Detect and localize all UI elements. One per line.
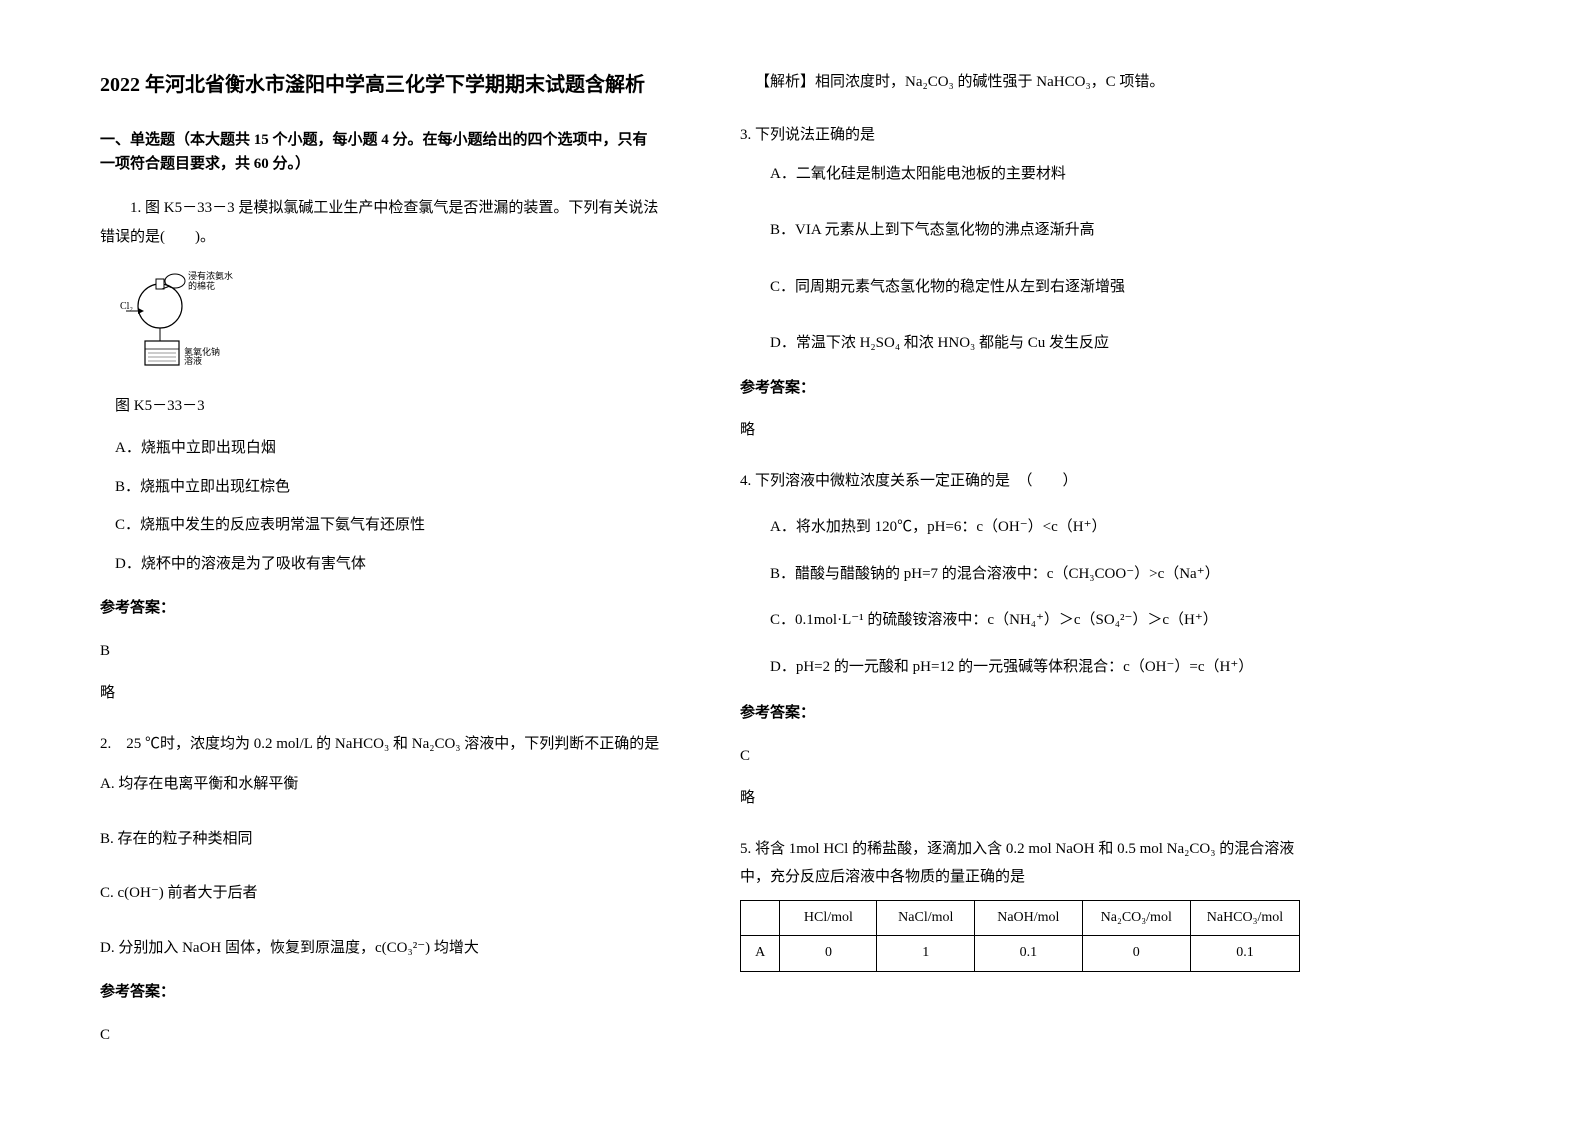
table-cell: 0 (780, 936, 877, 972)
cl2-label: Cl₂ (120, 301, 133, 312)
q2-answer: C (100, 1021, 660, 1050)
question-4: 4. 下列溶液中微粒浓度关系一定正确的是 （ ） A．将水加热到 120℃，pH… (740, 467, 1300, 813)
table-header: NaCl/mol (877, 900, 975, 936)
q1-option-c: C．烧瓶中发生的反应表明常温下氨气有还原性 (100, 511, 660, 540)
table-cell: 0.1 (1190, 936, 1299, 972)
q4-option-b: B．醋酸与醋酸钠的 pH=7 的混合溶液中：c（CH₃COO⁻）>c（Na⁺） (740, 560, 1300, 589)
table-header: NaOH/mol (975, 900, 1082, 936)
table-cell: A (741, 936, 780, 972)
table-cell: 0.1 (975, 936, 1082, 972)
q3-stem: 3. 下列说法正确的是 (740, 121, 1300, 150)
q1-stem: 1. 图 K5－33－3 是模拟氯碱工业生产中检查氯气是否泄漏的装置。下列有关说… (100, 194, 660, 251)
q3-option-d: D．常温下浓 H₂SO₄ 和浓 HNO₃ 都能与 Cu 发生反应 (740, 329, 1300, 358)
q4-option-d: D．pH=2 的一元酸和 pH=12 的一元强碱等体积混合：c（OH⁻）=c（H… (740, 653, 1300, 682)
q1-answer: B (100, 637, 660, 666)
table-header: NaHCO₃/mol (1190, 900, 1299, 936)
question-2: 2. 25 ℃时，浓度均为 0.2 mol/L 的 NaHCO₃ 和 Na₂CO… (100, 730, 660, 1050)
document-title: 2022 年河北省衡水市滏阳中学高三化学下学期期末试题含解析 (100, 70, 660, 100)
table-header-row: HCl/mol NaCl/mol NaOH/mol Na₂CO₃/mol NaH… (741, 900, 1300, 936)
q2-option-c: C. c(OH⁻) 前者大于后者 (100, 879, 660, 908)
q2-option-a: A. 均存在电离平衡和水解平衡 (100, 770, 660, 799)
table-row: A 0 1 0.1 0 0.1 (741, 936, 1300, 972)
question-1: 1. 图 K5－33－3 是模拟氯碱工业生产中检查氯气是否泄漏的装置。下列有关说… (100, 194, 660, 708)
svg-text:溶液: 溶液 (184, 355, 202, 366)
q1-option-b: B．烧瓶中立即出现红棕色 (100, 473, 660, 502)
q4-extra: 略 (740, 784, 1300, 813)
q4-option-c: C．0.1mol·L⁻¹ 的硫酸铵溶液中：c（NH₄⁺）＞c（SO₄²⁻）＞c（… (740, 606, 1300, 635)
q2-answer-label: 参考答案： (100, 978, 660, 1007)
table-header: HCl/mol (780, 900, 877, 936)
q1-caption: 图 K5－33－3 (100, 392, 660, 421)
q3-option-a: A．二氧化硅是制造太阳能电池板的主要材料 (740, 160, 1300, 189)
section-header: 一、单选题（本大题共 15 个小题，每小题 4 分。在每小题给出的四个选项中，只… (100, 128, 660, 176)
question-3: 3. 下列说法正确的是 A．二氧化硅是制造太阳能电池板的主要材料 B．VIA 元… (740, 121, 1300, 445)
q4-answer: C (740, 742, 1300, 771)
q3-option-c: C．同周期元素气态氢化物的稳定性从左到右逐渐增强 (740, 273, 1300, 302)
table-cell: 1 (877, 936, 975, 972)
q1-option-a: A．烧瓶中立即出现白烟 (100, 434, 660, 463)
q3-answer: 略 (740, 416, 1300, 445)
q3-option-b: B．VIA 元素从上到下气态氢化物的沸点逐渐升高 (740, 216, 1300, 245)
q2-explain: 【解析】相同浓度时，Na₂CO₃ 的碱性强于 NaHCO₃，C 项错。 (740, 70, 1300, 91)
q2-stem: 2. 25 ℃时，浓度均为 0.2 mol/L 的 NaHCO₃ 和 Na₂CO… (100, 730, 660, 759)
q2-option-b: B. 存在的粒子种类相同 (100, 825, 660, 854)
q5-stem: 5. 将含 1mol HCl 的稀盐酸，逐滴加入含 0.2 mol NaOH 和… (740, 835, 1300, 892)
q4-answer-label: 参考答案： (740, 699, 1300, 728)
question-5: 5. 将含 1mol HCl 的稀盐酸，逐滴加入含 0.2 mol NaOH 和… (740, 835, 1300, 972)
table-header (741, 900, 780, 936)
q1-answer-label: 参考答案： (100, 594, 660, 623)
svg-text:的棉花: 的棉花 (188, 280, 215, 291)
q1-extra: 略 (100, 679, 660, 708)
table-cell: 0 (1082, 936, 1190, 972)
q4-stem: 4. 下列溶液中微粒浓度关系一定正确的是 （ ） (740, 467, 1300, 496)
q2-option-d: D. 分别加入 NaOH 固体，恢复到原温度，c(CO₃²⁻) 均增大 (100, 934, 660, 963)
diagram-label-1: 浸有浓氨水 (188, 270, 233, 281)
left-column: 2022 年河北省衡水市滏阳中学高三化学下学期期末试题含解析 一、单选题（本大题… (100, 70, 660, 1071)
q1-option-d: D．烧杯中的溶液是为了吸收有害气体 (100, 550, 660, 579)
right-column: 【解析】相同浓度时，Na₂CO₃ 的碱性强于 NaHCO₃，C 项错。 3. 下… (740, 70, 1300, 1071)
q4-option-a: A．将水加热到 120℃，pH=6：c（OH⁻）<c（H⁺） (740, 513, 1300, 542)
q1-diagram: Cl₂ 浸有浓氨水 的棉花 氢氧化钠 溶液 (120, 261, 660, 382)
q3-answer-label: 参考答案： (740, 374, 1300, 403)
table-header: Na₂CO₃/mol (1082, 900, 1190, 936)
q5-table: HCl/mol NaCl/mol NaOH/mol Na₂CO₃/mol NaH… (740, 900, 1300, 972)
